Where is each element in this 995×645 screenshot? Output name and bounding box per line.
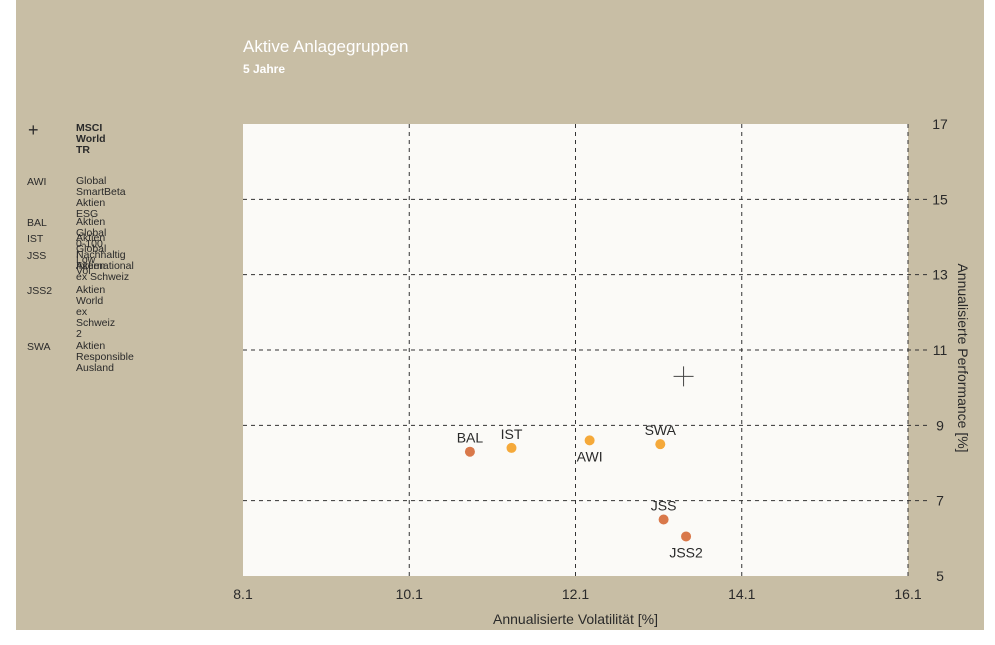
data-point (655, 439, 666, 450)
legend-item-abbr: JSS (27, 250, 47, 262)
y-tick-label: 15 (932, 191, 948, 207)
legend-item-name: MSCI World TR (76, 122, 106, 156)
grid-lines (243, 124, 930, 576)
y-tick-label: 5 (936, 568, 944, 584)
y-tick-label: 11 (933, 342, 948, 358)
chart-subtitle: 5 Jahre (243, 62, 286, 76)
legend-item-abbr: BAL (27, 217, 47, 229)
legend-item-abbr: SWA (27, 341, 51, 353)
chart-title: Aktive Anlagegruppen (243, 37, 409, 56)
legend-item-abbr: AWI (27, 176, 47, 188)
data-label: JSS2 (669, 544, 703, 560)
x-tick-label: 10.1 (396, 586, 423, 602)
x-tick-label: 8.1 (233, 586, 253, 602)
data-label: JSS (651, 498, 677, 514)
legend-item-abbr: IST (27, 233, 44, 245)
data-point (658, 514, 669, 525)
data-label: IST (501, 426, 523, 442)
legend-item-name: Aktien Global Low Vol (76, 232, 107, 277)
y-axis-label: Annualisierte Performance [%] (955, 263, 971, 452)
y-tick-label: 7 (936, 493, 944, 509)
benchmark-cross-icon (673, 366, 694, 387)
legend-item-name: Aktien Responsible Ausland (76, 340, 134, 374)
legend-item-name: Global SmartBeta Aktien ESG (76, 175, 126, 220)
legend-item-abbr: JSS2 (27, 285, 53, 297)
legend-item-name: Nachhaltig Aktien (76, 249, 126, 272)
legend-item-name: Aktien Global 0-100 I (76, 216, 107, 261)
cross-icon: + (28, 120, 39, 140)
data-point (464, 446, 475, 457)
x-tick-label: 12.1 (562, 586, 589, 602)
y-tick-label: 17 (932, 116, 948, 132)
data-point (681, 531, 692, 542)
data-label: SWA (645, 422, 677, 438)
data-point (506, 442, 517, 453)
data-label: AWI (577, 448, 603, 464)
y-tick-label: 9 (936, 417, 944, 433)
legend-item-name: Aktien World ex Schweiz 2 (76, 284, 116, 340)
x-tick-label: 16.1 (894, 586, 921, 602)
x-tick-label: 14.1 (728, 586, 755, 602)
data-label: BAL (457, 430, 484, 446)
y-tick-label: 13 (932, 267, 948, 283)
data-point (584, 435, 595, 446)
x-axis-label: Annualisierte Volatilität [%] (493, 611, 658, 627)
legend-item-name-line2: International ex Schweiz (76, 260, 134, 283)
